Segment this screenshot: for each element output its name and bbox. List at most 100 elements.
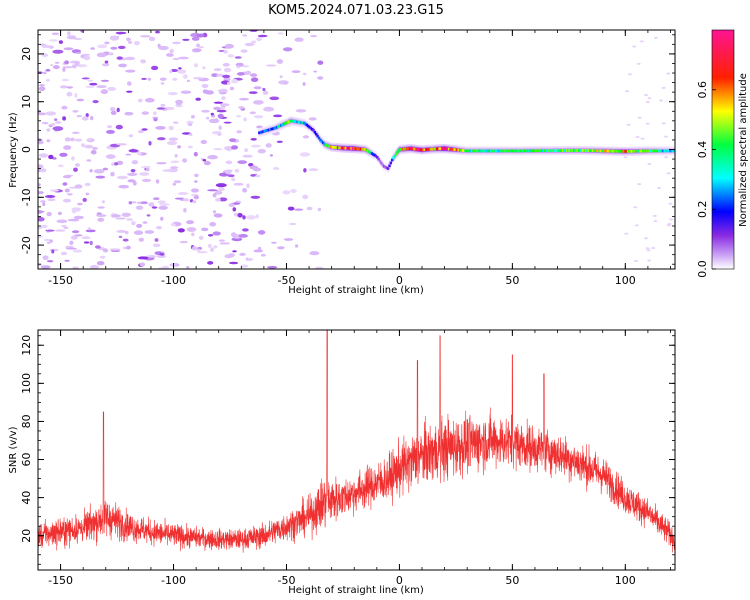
x-tick-label: -150: [48, 574, 73, 587]
spectrogram-ridge-cell: [327, 144, 330, 148]
spectrogram-noise-cell: [89, 240, 93, 246]
spectrogram-noise-cell: [46, 128, 51, 132]
spectrogram-noise-cell: [246, 215, 257, 220]
spectrogram-noise-cell: [183, 198, 189, 202]
spectrogram-ridge-cell: [641, 149, 645, 153]
spectrogram-noise-cell: [62, 175, 72, 179]
spectrogram-noise-cell: [207, 189, 218, 192]
spectrogram-noise-cell: [170, 223, 176, 227]
spectrogram-noise-cell: [302, 72, 307, 76]
spectrogram-noise-cell: [202, 66, 206, 70]
spectrogram-noise-cell: [49, 39, 58, 42]
spectrogram-noise-cell: [169, 69, 173, 74]
spectrogram-noise-cell: [126, 245, 131, 250]
spectrogram-noise-cell: [308, 117, 317, 121]
spectrogram-ridge-cell: [559, 149, 562, 152]
x-tick-label: 0: [396, 574, 403, 587]
spectrogram-ridge-cell: [288, 120, 291, 123]
spectrogram-noise-cell: [44, 195, 56, 198]
spectrogram-ridge-cell: [274, 126, 277, 130]
spectrogram-noise-cell: [282, 47, 293, 52]
spectrogram-noise-cell: [207, 261, 214, 265]
spectrogram-noise-cell: [166, 140, 178, 146]
spectrogram-noise-cell: [59, 152, 68, 157]
spectrogram-noise-cell: [644, 94, 649, 96]
spectrogram-noise-cell: [85, 85, 95, 88]
spectrogram-ridge-cell: [275, 125, 279, 129]
spectrogram-noise-cell: [220, 103, 230, 107]
spectrogram-noise-cell: [242, 188, 248, 193]
spectrogram-noise-cell: [193, 63, 198, 68]
spectrogram-ridge-cell: [480, 149, 483, 153]
spectrogram-ridge-cell: [430, 147, 433, 151]
spectrogram-ridge-cell: [513, 149, 516, 153]
spectrogram-noise-cell: [46, 260, 54, 263]
spectrogram-ridge-cell: [606, 149, 609, 153]
spectrogram-ridge-cell: [419, 148, 422, 152]
spectrogram-noise-cell: [212, 210, 217, 214]
spectrogram-noise-cell: [154, 238, 159, 242]
spectrogram-noise-cell: [95, 245, 101, 249]
spectrogram-noise-cell: [110, 46, 118, 50]
spectrogram-ridge-cell: [624, 150, 627, 153]
spectrogram-noise-cell: [308, 168, 319, 172]
spectrogram-noise-cell: [190, 115, 195, 119]
spectrogram-noise-cell: [127, 172, 138, 176]
spectrogram-noise-cell: [279, 75, 283, 79]
spectrogram-noise-cell: [250, 144, 261, 148]
spectrogram-ridge-cell: [464, 149, 467, 152]
spectrogram-noise-cell: [255, 214, 259, 219]
spectrogram-ridge-cell: [484, 149, 487, 153]
spectrogram-noise-cell: [38, 164, 44, 169]
spectrogram-x-ticks: -150 -100 -50 0 50 100: [37, 30, 671, 287]
spectrogram-ridge-cell: [293, 120, 296, 123]
spectrogram-noise-cell: [238, 106, 245, 109]
spectrogram-noise-cell: [230, 232, 237, 238]
spectrogram-noise-cell: [133, 41, 140, 46]
spectrogram-noise-cell: [153, 111, 157, 116]
spectrogram-noise-cell: [42, 202, 46, 206]
spectrogram-noise-cell: [124, 111, 134, 116]
colorbar-tick-label: 0.6: [696, 81, 709, 99]
spectrogram-noise-cell: [218, 197, 228, 202]
spectrogram-noise-cell: [126, 90, 133, 93]
spectrogram-noise-cell: [52, 49, 64, 54]
spectrogram-noise-cell: [177, 192, 189, 195]
spectrogram-noise-cell: [178, 67, 182, 70]
spectrogram-noise-cell: [63, 226, 69, 229]
spectrogram-noise-cell: [191, 232, 195, 237]
spectrogram-ridge-cell: [561, 149, 565, 152]
spectrogram-ridge-cell: [662, 149, 665, 153]
spectrogram-noise-cell: [97, 206, 105, 209]
spectrogram-noise-cell: [256, 37, 262, 42]
spectrogram-noise-cell: [659, 99, 663, 102]
spectrogram-noise-cell: [217, 89, 229, 93]
spectrogram-ridge-cell: [523, 149, 527, 153]
spectrogram-noise-cell: [227, 54, 235, 58]
spectrogram-noise-cell: [141, 178, 152, 183]
spectrogram-noise-cell: [273, 166, 280, 171]
spectrogram-ridge-cell: [395, 152, 398, 156]
spectrogram-noise-cell: [253, 115, 264, 119]
spectrogram-ridge-cell: [447, 147, 451, 151]
spectrogram-noise-cell: [225, 160, 233, 165]
spectrogram-noise-cell: [57, 164, 64, 167]
spectrogram-noise-cell: [228, 203, 236, 208]
spectrogram-noise-cell: [231, 79, 239, 84]
spectrogram-noise-cell: [170, 160, 180, 164]
spectrogram-ridge-cell: [431, 147, 434, 151]
spectrogram-noise-cell: [166, 53, 174, 57]
spectrogram-noise-cell: [229, 86, 235, 91]
spectrogram-noise-cell: [231, 177, 236, 182]
spectrogram-noise-cell: [127, 179, 136, 183]
spectrogram-ridge-cell: [515, 149, 519, 153]
spectrogram-noise-cell: [96, 214, 107, 218]
spectrogram-noise-cell: [257, 230, 266, 235]
spectrogram-noise-cell: [64, 259, 70, 262]
spectrogram-noise-cell: [157, 200, 166, 204]
spectrogram-noise-cell: [215, 197, 221, 202]
spectrogram-ridge-cell: [647, 149, 650, 153]
spectrogram-noise-cell: [214, 190, 223, 195]
spectrogram-ridge-cell: [597, 149, 600, 153]
spectrogram-ridge-cell: [397, 148, 401, 152]
